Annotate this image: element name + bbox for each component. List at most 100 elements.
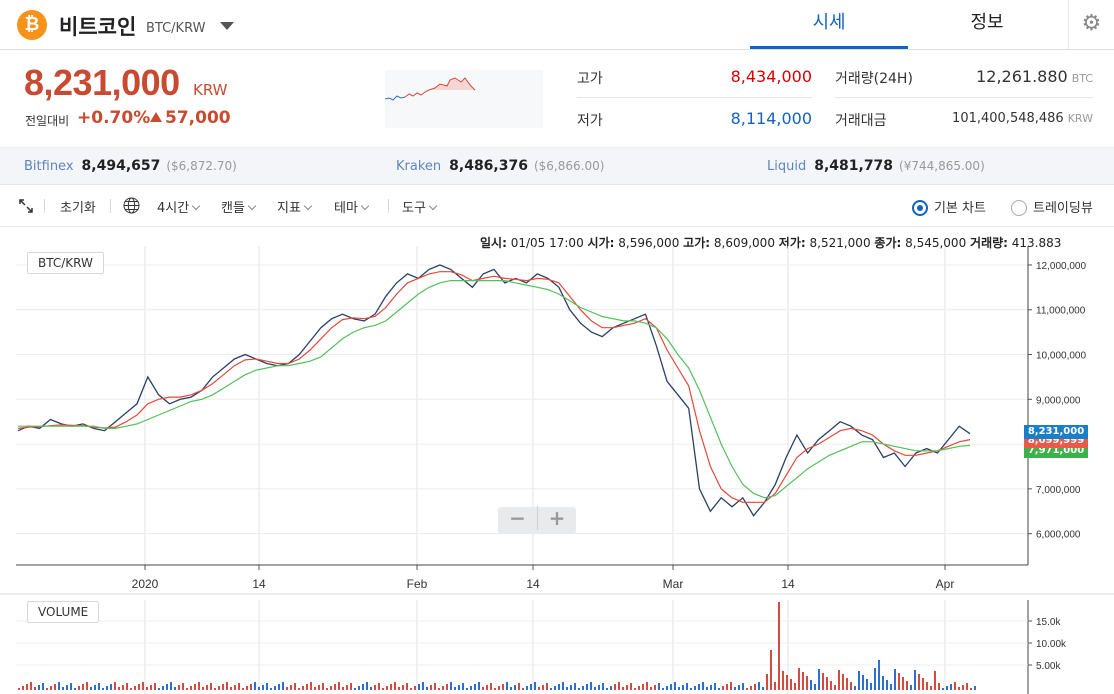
volume-bar <box>822 673 824 690</box>
volume-bar <box>538 687 540 690</box>
tools-dropdown[interactable]: 도구 <box>402 197 438 216</box>
coin-name[interactable]: 비트코인 <box>59 15 137 39</box>
radio-tradingview[interactable]: 트레이딩뷰 <box>1011 197 1093 216</box>
ohlc-vol-label: 거래량: <box>970 236 1008 250</box>
volume-bar <box>806 676 808 690</box>
volume-bar <box>190 686 192 690</box>
tab-quote[interactable]: 시세 <box>750 0 908 49</box>
volume-bar <box>834 685 836 690</box>
volume-tick-label: 15.0k <box>1036 617 1061 628</box>
volume-bar <box>302 686 304 690</box>
volume-bar <box>126 683 128 690</box>
volume-bar <box>26 684 28 690</box>
exchange-sub: ($6,872.70) <box>166 159 237 173</box>
x-tick-label: 14 <box>526 577 540 591</box>
interval-dropdown[interactable]: 4시간 <box>157 197 201 216</box>
volume-bar <box>842 674 844 690</box>
y-tick-label: 7,000,000 <box>1036 485 1081 496</box>
volume-bar <box>814 684 816 690</box>
volume-bar <box>162 686 164 690</box>
volume-bar <box>210 683 212 690</box>
volume-bar <box>850 682 852 690</box>
reset-button[interactable]: 초기화 <box>60 201 96 216</box>
volume-bar <box>470 686 472 690</box>
volume-bar <box>690 688 692 690</box>
volume-bar <box>82 684 84 690</box>
volume-bar <box>490 683 492 690</box>
volume-bar <box>858 671 860 690</box>
chevron-down-icon <box>303 201 313 211</box>
price-series-line <box>17 264 971 517</box>
expand-icon[interactable] <box>18 198 34 218</box>
volume-bar <box>434 683 436 690</box>
volume-bar <box>478 682 480 690</box>
x-tick-label: Mar <box>663 577 684 591</box>
volume-bar <box>610 686 612 690</box>
volume-bar <box>150 685 152 690</box>
volume-bar <box>642 684 644 690</box>
x-tick-label: Feb <box>407 577 428 591</box>
ohlc-readout: 일시: 01/05 17:00 시가: 8,596,000 고가: 8,609,… <box>480 234 1061 251</box>
volume-bar <box>802 672 804 690</box>
exchange-value: 8,481,778 <box>814 158 894 174</box>
volume-bar <box>442 686 444 690</box>
theme-dropdown[interactable]: 테마 <box>334 197 370 216</box>
volume-bar <box>506 682 508 690</box>
volume-bar <box>234 685 236 690</box>
volume-bar <box>854 686 856 690</box>
chevron-down-icon[interactable] <box>220 22 234 30</box>
volume-bar <box>606 688 608 690</box>
tab-info[interactable]: 정보 <box>970 12 1004 33</box>
volume-bar <box>586 684 588 690</box>
volume-bar <box>954 682 956 690</box>
volume-bar <box>254 682 256 690</box>
volume-bar <box>514 685 516 690</box>
volume-bar <box>218 686 220 690</box>
volume-bar <box>582 686 584 690</box>
ohlc-date: 01/05 17:00 <box>510 236 584 250</box>
theme-label: 테마 <box>334 201 358 216</box>
indicator-dropdown[interactable]: 지표 <box>277 197 313 216</box>
indicator-label: 지표 <box>277 201 301 216</box>
volume-bar <box>214 688 216 690</box>
zoom-out-button[interactable]: − <box>509 506 526 530</box>
volume-bar <box>654 685 656 690</box>
change-label: 전일대비 <box>25 114 70 128</box>
radio-basic-chart[interactable]: 기본 차트 <box>912 197 986 216</box>
candle-dropdown[interactable]: 캔들 <box>221 197 257 216</box>
zoom-in-button[interactable]: + <box>537 506 576 530</box>
volume-bar <box>282 682 284 690</box>
ohlc-low-label: 저가: <box>778 236 806 250</box>
gear-icon[interactable]: ⚙ <box>1068 0 1114 49</box>
volume-bar <box>346 685 348 690</box>
volume-bar <box>202 687 204 690</box>
current-price-tag: 8,231,000 <box>1024 425 1088 439</box>
volume-bar <box>826 677 828 690</box>
volume-bar <box>18 688 20 690</box>
price-unit: KRW <box>193 81 228 99</box>
volume-bar <box>874 668 876 690</box>
volume-bar <box>714 683 716 690</box>
ohlc-open: 8,596,000 <box>618 236 680 250</box>
price-chart[interactable]: 2020 14 Feb 14 Mar 14 Apr 12,000,000 11,000,000 1… <box>0 228 1114 694</box>
zoom-controls: − + <box>498 506 576 534</box>
exchange-kraken: Kraken 8,486,376 ($6,866.00) <box>396 158 604 174</box>
coin-pair[interactable]: BTC/KRW <box>146 21 206 36</box>
volume-bar <box>758 682 760 690</box>
change-amount: 57,000 <box>150 108 231 128</box>
exchange-bitfinex: Bitfinex 8,494,657 ($6,872.70) <box>24 158 237 174</box>
volume-bar <box>318 685 320 690</box>
volume-bar <box>562 682 564 690</box>
stat-amount-label: 거래대금 <box>835 113 887 129</box>
x-tick-label: 14 <box>252 577 266 591</box>
volume-bar <box>342 687 344 690</box>
volume-bar <box>266 683 268 690</box>
volume-bar <box>662 688 664 690</box>
volume-bar <box>726 684 728 690</box>
globe-icon[interactable] <box>123 197 140 218</box>
volume-bar <box>602 683 604 690</box>
volume-bar <box>910 685 912 690</box>
volume-bar <box>54 684 56 690</box>
stat-volume: 거래량(24H) 12,261.880 BTC <box>835 58 1093 98</box>
volume-bar <box>922 678 924 690</box>
